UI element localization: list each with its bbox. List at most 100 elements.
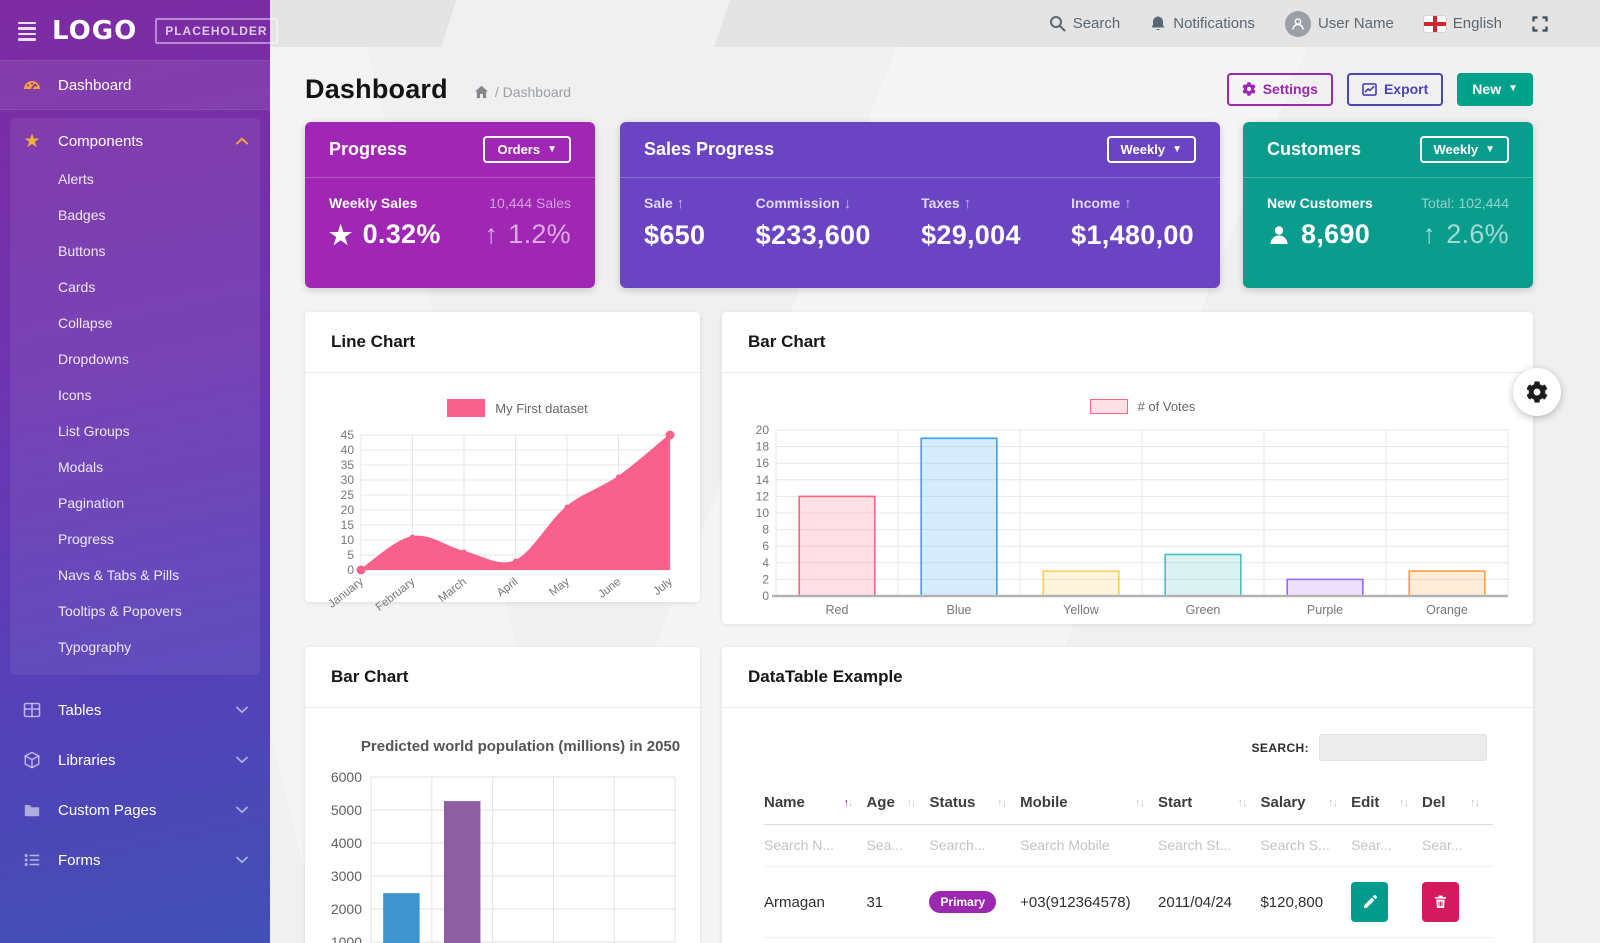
filter-input-del[interactable] bbox=[1422, 837, 1477, 853]
filter-input-salary[interactable] bbox=[1260, 837, 1334, 853]
sidebar-subitem-typography[interactable]: Typography bbox=[58, 639, 132, 655]
svg-text:15: 15 bbox=[341, 518, 355, 532]
column-header-del[interactable]: Del ↑↓ bbox=[1422, 781, 1493, 825]
export-button[interactable]: Export bbox=[1346, 73, 1444, 106]
sidebar-subitem-buttons[interactable]: Buttons bbox=[58, 243, 106, 259]
sidebar-item-tables[interactable]: Tables bbox=[0, 685, 270, 735]
filter-input-name[interactable] bbox=[764, 837, 849, 853]
metric-label: New Customers bbox=[1267, 195, 1373, 211]
page-title: Dashboard bbox=[305, 73, 448, 104]
sidebar-subitem-dropdowns[interactable]: Dropdowns bbox=[58, 351, 129, 367]
new-button[interactable]: New ▼ bbox=[1457, 73, 1533, 106]
star-icon: ★ bbox=[329, 219, 353, 250]
table-row: Armagan 31 Primary +03(912364578) 2011/04/24… bbox=[764, 866, 1493, 938]
weekly-dropdown[interactable]: Weekly ▼ bbox=[1419, 136, 1509, 163]
sidebar-subitem-list-groups[interactable]: List Groups bbox=[58, 423, 130, 439]
topbar-user[interactable]: User Name bbox=[1284, 10, 1394, 37]
sidebar-subitem-modals[interactable]: Modals bbox=[58, 459, 104, 475]
svg-text:30: 30 bbox=[341, 473, 355, 487]
cell-name: Armagan bbox=[764, 866, 867, 938]
svg-text:2: 2 bbox=[762, 572, 769, 586]
customers-card: Customers Weekly ▼ New Customers 8,690 To… bbox=[1243, 122, 1533, 288]
caret-down-icon: ▼ bbox=[1485, 144, 1495, 155]
svg-text:Yellow: Yellow bbox=[1063, 603, 1100, 617]
sidebar-subitem-progress[interactable]: Progress bbox=[58, 531, 115, 547]
sidebar-subitem-alerts[interactable]: Alerts bbox=[58, 171, 94, 187]
svg-text:14: 14 bbox=[756, 473, 770, 487]
sidebar-subitem-cards[interactable]: Cards bbox=[58, 279, 96, 295]
svg-text:Purple: Purple bbox=[1307, 603, 1343, 617]
legend-swatch bbox=[447, 399, 486, 417]
sidebar-subitem-navs-tabs-pills[interactable]: Navs & Tabs & Pills bbox=[58, 567, 180, 583]
table-search-input[interactable] bbox=[1319, 734, 1487, 761]
panel-title: Bar Chart bbox=[748, 332, 826, 351]
sidebar-subitem-collapse[interactable]: Collapse bbox=[58, 315, 113, 331]
weekly-dropdown[interactable]: Weekly ▼ bbox=[1106, 136, 1196, 163]
filter-input-age[interactable] bbox=[866, 837, 914, 853]
folder-icon bbox=[22, 800, 42, 820]
cell-salary: $120,800 bbox=[1260, 866, 1352, 938]
sidebar-item-label: Tables bbox=[58, 701, 102, 719]
speedometer-icon bbox=[22, 75, 42, 95]
sidebar-item-custom-pages[interactable]: Custom Pages bbox=[0, 785, 270, 835]
edit-button[interactable] bbox=[1351, 882, 1389, 922]
logo-placeholder-box: PLACEHOLDER bbox=[155, 18, 278, 44]
svg-text:3000: 3000 bbox=[331, 868, 362, 884]
svg-text:July: July bbox=[651, 576, 675, 598]
svg-text:1000: 1000 bbox=[331, 934, 362, 943]
bell-icon bbox=[1151, 16, 1165, 31]
filter-input-edit[interactable] bbox=[1351, 837, 1406, 853]
fullscreen-toggle[interactable] bbox=[1532, 15, 1548, 32]
chevron-down-icon bbox=[236, 856, 248, 864]
chevron-down-icon bbox=[236, 706, 248, 714]
column-header-edit[interactable]: Edit ↑↓ bbox=[1351, 781, 1423, 825]
trash-icon bbox=[1434, 895, 1447, 909]
card-title: Customers bbox=[1267, 139, 1362, 159]
filter-input-mobile[interactable] bbox=[1020, 837, 1138, 853]
sidebar-item-dashboard[interactable]: Dashboard bbox=[0, 60, 270, 110]
search-label: Search bbox=[1072, 15, 1121, 32]
logo-text: LOGO bbox=[52, 16, 138, 46]
filter-input-status[interactable] bbox=[929, 837, 1003, 853]
theme-settings-fab[interactable] bbox=[1513, 368, 1561, 416]
side-value: 1.2% bbox=[508, 219, 571, 249]
menu-toggle-icon[interactable] bbox=[18, 21, 36, 41]
column-header-salary[interactable]: Salary ↑↓ bbox=[1260, 781, 1352, 825]
metric-value: $650 bbox=[644, 220, 706, 250]
column-header-age[interactable]: Age ↑↓ bbox=[866, 781, 930, 825]
filter-input-start[interactable] bbox=[1158, 837, 1243, 853]
sidebar-item-components[interactable]: ★ Components bbox=[10, 118, 260, 161]
sidebar-item-libraries[interactable]: Libraries bbox=[0, 735, 270, 785]
svg-text:5000: 5000 bbox=[331, 802, 362, 818]
sidebar-subitem-tooltips-popovers[interactable]: Tooltips & Popovers bbox=[58, 603, 182, 619]
sidebar-subitem-icons[interactable]: Icons bbox=[58, 387, 92, 403]
svg-text:Blue: Blue bbox=[946, 603, 971, 617]
gear-icon bbox=[1526, 381, 1548, 403]
population-bar-chart: 6000500040003000200010000 bbox=[331, 769, 676, 943]
sidebar-item-forms[interactable]: Forms bbox=[0, 835, 270, 885]
column-header-start[interactable]: Start ↑↓ bbox=[1158, 781, 1261, 825]
topbar-language[interactable]: English bbox=[1423, 15, 1502, 32]
svg-text:June: June bbox=[596, 576, 623, 601]
panel-title: DataTable Example bbox=[748, 667, 903, 686]
topbar-notifications[interactable]: Notifications bbox=[1150, 15, 1255, 32]
components-section: ★ Components Alerts Badges Buttons Cards Col… bbox=[10, 118, 260, 675]
sales-metric: Commission ↓ $233,600 bbox=[755, 195, 871, 250]
main-content: Dashboard / Dashboard Settings Export Ne… bbox=[270, 47, 1600, 943]
gear-icon bbox=[1242, 82, 1256, 97]
column-header-mobile[interactable]: Mobile ↑↓ bbox=[1020, 781, 1159, 825]
column-header-name[interactable]: Name ↑↓ bbox=[764, 781, 867, 825]
column-header-status[interactable]: Status ↑↓ bbox=[929, 781, 1021, 825]
breadcrumb-current: / Dashboard bbox=[494, 84, 572, 101]
language-label: English bbox=[1452, 15, 1502, 32]
delete-button[interactable] bbox=[1422, 882, 1460, 922]
topbar-search[interactable]: Search bbox=[1049, 15, 1121, 32]
orders-dropdown[interactable]: Orders ▼ bbox=[483, 136, 571, 163]
svg-text:5: 5 bbox=[347, 548, 354, 562]
svg-text:25: 25 bbox=[341, 488, 355, 502]
settings-button[interactable]: Settings bbox=[1226, 73, 1333, 106]
sidebar-subitem-pagination[interactable]: Pagination bbox=[58, 495, 125, 511]
card-title: Sales Progress bbox=[644, 139, 775, 159]
sort-icon: ↑↓ bbox=[906, 796, 916, 809]
sidebar-subitem-badges[interactable]: Badges bbox=[58, 207, 106, 223]
